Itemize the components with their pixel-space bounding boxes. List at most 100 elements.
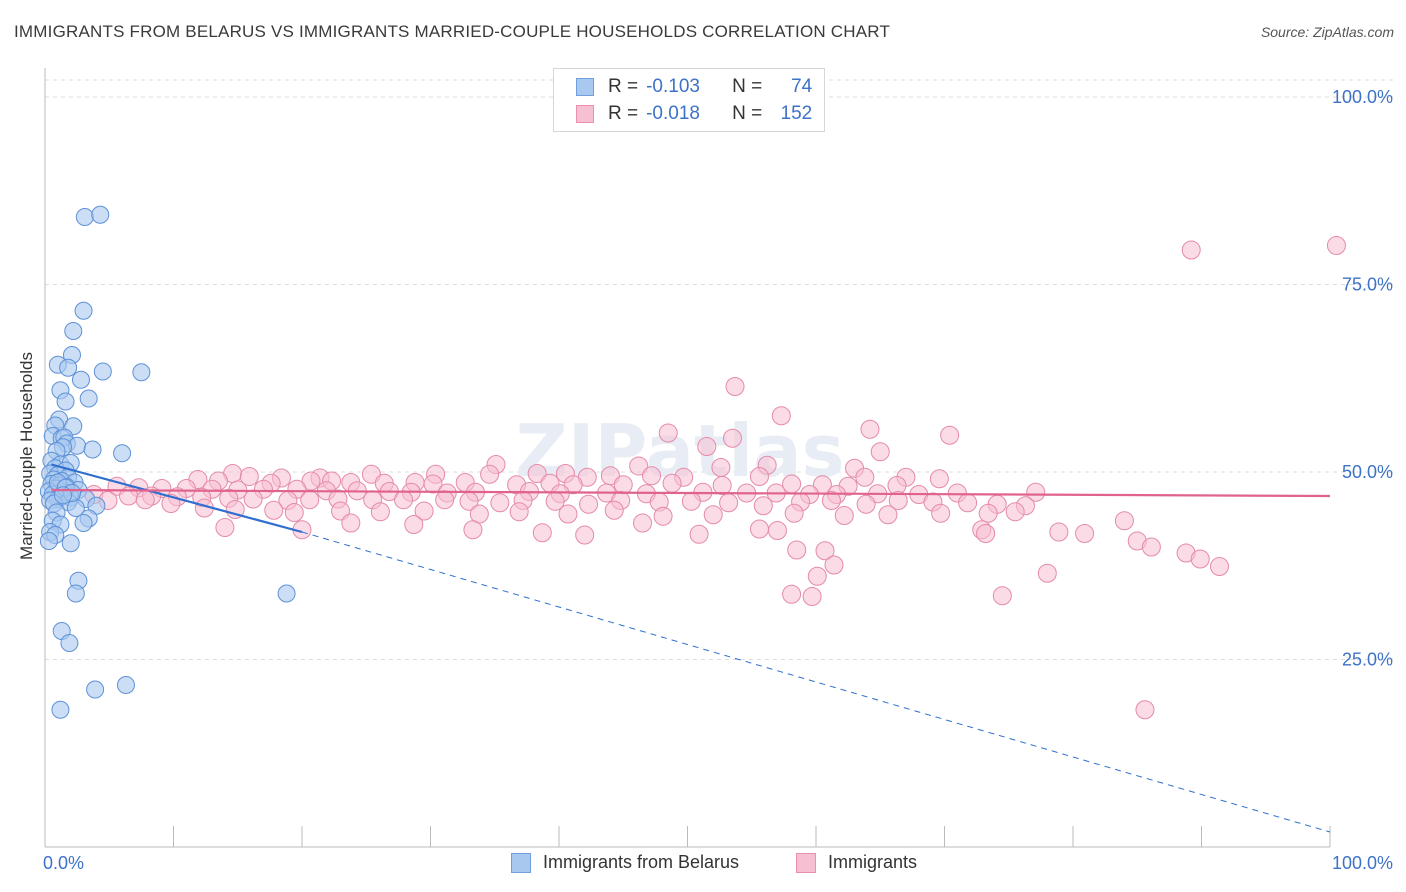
data-point-belarus (86, 680, 105, 699)
data-point-immigrants (712, 476, 732, 495)
data-point-belarus (71, 370, 90, 389)
data-point-immigrants (1190, 549, 1210, 569)
data-point-immigrants (575, 525, 595, 545)
data-point-immigrants (1049, 522, 1069, 542)
y-tick-label: 50.0% (1342, 462, 1393, 482)
data-point-belarus (132, 363, 151, 382)
x-tick-label: 100.0% (1332, 853, 1393, 873)
source-label: Source: ZipAtlas.com (1260, 24, 1394, 40)
data-point-immigrants (604, 500, 624, 520)
data-point-immigrants (782, 584, 802, 604)
data-point-immigrants (725, 377, 745, 396)
x-tick-label: 0.0% (43, 853, 84, 873)
data-point-immigrants (807, 566, 827, 586)
legend-swatch-belarus (511, 852, 531, 873)
y-tick-label: 75.0% (1342, 275, 1393, 295)
data-point-immigrants (1037, 563, 1057, 583)
data-point-immigrants (1141, 537, 1161, 557)
data-point-immigrants (1075, 524, 1095, 543)
data-point-immigrants (1135, 700, 1155, 720)
legend-swatch-immigrants (576, 105, 594, 123)
data-point-immigrants (978, 503, 998, 523)
data-point-immigrants (653, 506, 673, 526)
data-point-immigrants (719, 493, 739, 513)
data-point-belarus (113, 444, 132, 463)
data-point-immigrants (821, 491, 841, 510)
data-point-immigrants (749, 467, 769, 486)
data-point-immigrants (579, 494, 599, 514)
data-point-immigrants (802, 587, 822, 606)
legend-row-belarus: R = -0.103 N = 74 (576, 75, 812, 99)
legend-label-immigrants: Immigrants (828, 852, 918, 872)
r-label: R = (608, 103, 639, 124)
data-point-immigrants (341, 513, 361, 533)
r-value: -0.103 (646, 76, 700, 97)
y-tick-label: 100.0% (1332, 87, 1393, 107)
data-point-immigrants (940, 425, 960, 445)
data-point-immigrants (976, 524, 996, 543)
data-point-immigrants (860, 419, 880, 439)
data-point-immigrants (225, 500, 245, 519)
data-point-immigrants (815, 541, 835, 561)
data-point-immigrants (463, 520, 483, 540)
legend-item-belarus[interactable]: Immigrants from Belarus (511, 852, 739, 873)
n-label: N = (732, 76, 763, 97)
data-point-immigrants (782, 474, 802, 494)
data-point-immigrants (284, 503, 304, 522)
data-point-belarus (59, 358, 78, 377)
data-point-immigrants (855, 467, 875, 487)
data-point-belarus (277, 584, 296, 603)
legend-series: Immigrants from Belarus Immigrants (0, 852, 1406, 878)
data-point-immigrants (834, 506, 854, 525)
data-point-belarus (64, 322, 83, 340)
data-point-immigrants (697, 437, 717, 456)
legend-swatch-immigrants (796, 852, 816, 873)
chart-title: IMMIGRANTS FROM BELARUS VS IMMIGRANTS MA… (14, 22, 891, 41)
data-point-immigrants (856, 494, 876, 514)
data-point-immigrants (824, 555, 844, 575)
data-point-belarus (60, 634, 79, 652)
data-point-immigrants (613, 475, 633, 495)
data-point-immigrants (1026, 482, 1046, 502)
data-point-immigrants (243, 489, 263, 509)
trend-line-immigrants (51, 488, 1331, 498)
data-point-immigrants (878, 505, 898, 525)
data-point-immigrants (394, 490, 414, 510)
data-point-immigrants (703, 505, 723, 525)
data-point-immigrants (1209, 557, 1229, 576)
data-point-immigrants (658, 423, 678, 443)
data-point-immigrants (931, 503, 951, 523)
trend-line-belarus-extension (301, 531, 1331, 833)
data-point-immigrants (480, 464, 500, 484)
data-point-immigrants (215, 518, 235, 537)
data-point-immigrants (135, 490, 155, 510)
data-point-immigrants (642, 466, 662, 486)
legend-item-immigrants[interactable]: Immigrants (796, 852, 917, 873)
data-point-immigrants (662, 473, 682, 493)
data-point-belarus (75, 208, 94, 226)
data-point-immigrants (722, 428, 742, 448)
data-point-immigrants (870, 442, 890, 462)
data-point-belarus (61, 534, 80, 553)
data-point-immigrants (629, 456, 649, 476)
data-point-belarus (83, 440, 102, 459)
data-point-belarus (74, 301, 93, 320)
data-point-immigrants (300, 490, 320, 510)
data-point-immigrants (888, 491, 908, 510)
data-point-immigrants (784, 503, 804, 523)
r-label: R = (608, 76, 639, 97)
legend-stats: R = -0.103 N = 74 R = -0.018 N = 152 (553, 68, 825, 132)
trend-line-belarus (51, 463, 303, 534)
data-point-immigrants (490, 493, 510, 513)
n-label: N = (732, 103, 763, 124)
data-point-immigrants (929, 469, 949, 489)
data-point-belarus (116, 676, 135, 694)
legend-row-immigrants: R = -0.018 N = 152 (576, 102, 812, 126)
data-point-immigrants (958, 493, 978, 513)
data-point-immigrants (532, 523, 552, 543)
data-point-immigrants (749, 519, 769, 539)
data-point-immigrants (753, 496, 773, 516)
data-point-immigrants (239, 467, 259, 486)
data-point-immigrants (404, 515, 424, 534)
data-point-immigrants (414, 501, 434, 521)
